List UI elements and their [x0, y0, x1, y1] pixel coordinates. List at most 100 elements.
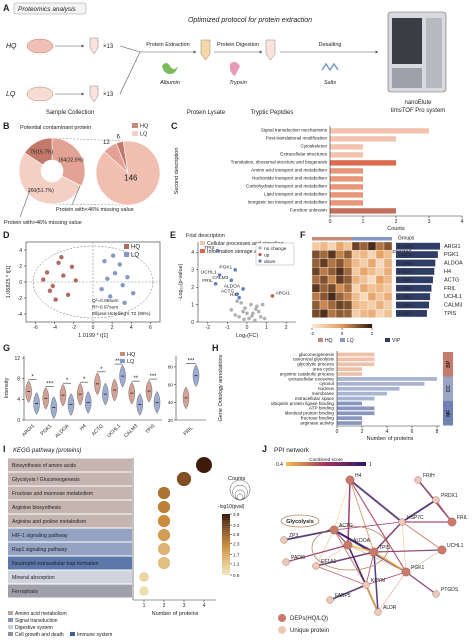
colorbar-cell [222, 562, 230, 565]
point-label: TPIS [204, 245, 215, 251]
heat-cell [327, 258, 337, 268]
heat-cell [383, 309, 393, 318]
group-label: MF [446, 410, 452, 417]
pathway-label: Arginine and proline metabolism [12, 519, 86, 525]
x-tick-label: -2 [72, 325, 77, 331]
slice-label: 12 [103, 140, 110, 146]
network-edge [365, 571, 407, 586]
heat-cell [319, 283, 329, 293]
category-label: membrane [312, 391, 335, 396]
category-label: extracellular exosome [288, 376, 334, 381]
group-band [443, 352, 453, 377]
network-edge [401, 499, 437, 523]
colorbar-cell [326, 324, 329, 328]
network-node [398, 518, 406, 526]
connector [119, 51, 141, 95]
category-label: nucleus [318, 386, 335, 391]
network-node [437, 545, 447, 555]
y-tick-label: 20 [168, 418, 174, 423]
pathway-box [8, 514, 132, 528]
category-label: cytosol [319, 381, 334, 386]
heat-cell [383, 275, 393, 285]
category-label: Lipid transport and metabolism [264, 192, 327, 197]
trypsin-icon [229, 61, 240, 76]
x-tick-label: -4 [52, 325, 57, 331]
x-tick-label: ALDOA [54, 423, 71, 440]
colorbar-cell [222, 552, 230, 555]
category-label: gluconeogenesis [299, 352, 335, 357]
group-bar [336, 237, 344, 241]
legend-label: down [264, 259, 276, 265]
bar [337, 411, 375, 416]
network-edge [373, 551, 407, 573]
legend-label: HQ [127, 352, 136, 358]
colorbar-cell [366, 324, 369, 328]
colorbar-cell [344, 324, 347, 328]
point [239, 301, 243, 305]
x-tick-label: TPIS [144, 423, 157, 436]
network-edge [405, 571, 437, 595]
heat-cell [359, 292, 369, 301]
colorbar-cell [348, 324, 351, 328]
group-bar [328, 237, 336, 241]
vip-label: 1.48132 [398, 252, 413, 257]
bubble [139, 586, 149, 596]
vip-bar [396, 293, 431, 300]
bar [337, 386, 400, 391]
heat-cell [359, 241, 369, 251]
node-label: ZP3 [289, 533, 298, 539]
network-node [280, 536, 288, 544]
point [125, 275, 130, 280]
group-bar [360, 237, 368, 241]
legend-label: Information storage and processing [207, 249, 290, 255]
node-label: ALDR [383, 605, 397, 611]
colorbar-cell [222, 558, 230, 561]
heat-cell [343, 283, 353, 293]
vip-label: 1.35477 [398, 269, 413, 274]
lysate-icon [200, 39, 211, 61]
heat-cell [359, 250, 369, 259]
node-label: KPYM [371, 578, 385, 584]
category-label: Carbohydrate transport and metabolism [246, 184, 327, 189]
colorbar-cell [358, 324, 361, 328]
heat-cell [327, 250, 337, 259]
x-tick-label: 0 [336, 429, 339, 435]
pathway-label: Neutrophil extracellular trap formation [12, 561, 99, 567]
heat-cell [383, 283, 393, 293]
vip-bar [396, 251, 438, 258]
colorbar-label: 1.7 [233, 552, 240, 557]
category-label: Extracellular structures [280, 152, 327, 157]
network-edge [405, 549, 443, 573]
pie-slice [103, 142, 129, 174]
heat-cell [383, 300, 393, 310]
heat-cell [367, 258, 377, 268]
axis-title: Intensity [4, 378, 10, 399]
point [59, 255, 64, 260]
colorbar-cell [222, 536, 230, 539]
heat-cell [351, 267, 361, 276]
colorbar-cell [332, 324, 335, 328]
point [235, 299, 239, 303]
colorbar-cell [356, 324, 359, 328]
connector [119, 45, 141, 53]
bubble [196, 457, 212, 473]
group-bar [384, 237, 392, 241]
point-label: ALDOA [224, 283, 241, 289]
x-tick-label: 4 [130, 325, 133, 331]
colorbar-cell [222, 526, 230, 529]
network-edge [315, 565, 367, 586]
bubble [157, 542, 171, 556]
cluster-tag [280, 514, 320, 528]
heat-cell [375, 309, 385, 318]
stage-label: Sample Collection [46, 110, 94, 116]
heat-cell [311, 250, 321, 259]
colorbar-cell [222, 532, 230, 535]
heat-cell [319, 258, 329, 268]
point [117, 262, 123, 267]
vip-bar [396, 276, 433, 284]
bar [330, 168, 363, 174]
legend-label: HQ [140, 124, 149, 130]
node-label: UCHL1 [447, 543, 464, 549]
pathway-label: Biosynthesis of amino acids [12, 463, 76, 469]
bar [330, 128, 429, 134]
